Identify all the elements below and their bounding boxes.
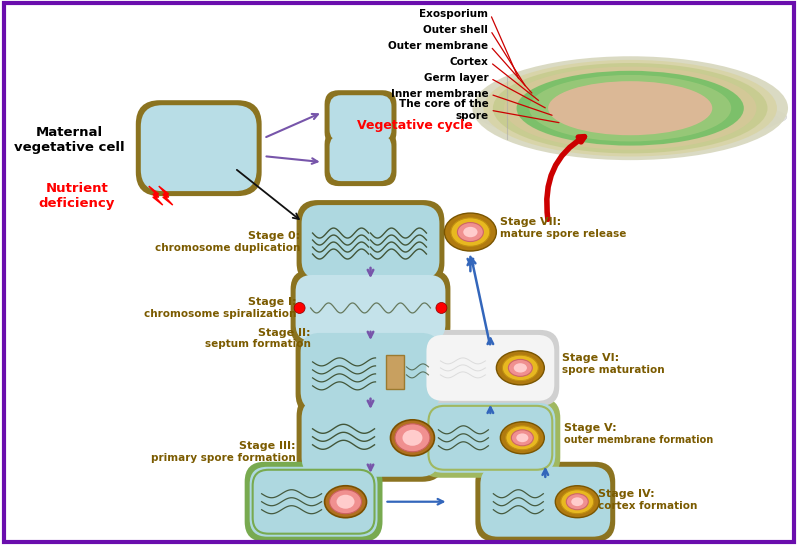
Text: Inner membrane: Inner membrane [391, 89, 489, 99]
Ellipse shape [516, 71, 744, 146]
FancyBboxPatch shape [296, 200, 445, 284]
Ellipse shape [502, 355, 538, 380]
Ellipse shape [506, 426, 539, 450]
Text: primary spore formation: primary spore formation [151, 453, 296, 463]
Ellipse shape [451, 218, 490, 246]
FancyBboxPatch shape [324, 90, 396, 146]
Text: Exosporium: Exosporium [419, 9, 489, 19]
Ellipse shape [330, 490, 362, 514]
Text: Stage VI:: Stage VI: [562, 353, 619, 363]
FancyBboxPatch shape [426, 335, 554, 401]
Ellipse shape [484, 60, 777, 156]
FancyBboxPatch shape [253, 470, 375, 534]
FancyBboxPatch shape [330, 95, 391, 141]
Ellipse shape [484, 103, 780, 137]
FancyBboxPatch shape [300, 333, 441, 411]
Text: Stage I:: Stage I: [248, 297, 296, 307]
Ellipse shape [477, 99, 787, 135]
Text: Germ layer: Germ layer [424, 73, 489, 83]
Ellipse shape [402, 430, 422, 446]
Ellipse shape [391, 420, 434, 456]
FancyBboxPatch shape [324, 130, 396, 186]
Ellipse shape [508, 359, 532, 377]
FancyBboxPatch shape [429, 406, 552, 470]
Ellipse shape [493, 63, 768, 153]
Ellipse shape [567, 494, 588, 510]
Ellipse shape [504, 66, 756, 150]
Text: Stage IV:: Stage IV: [599, 489, 655, 499]
Ellipse shape [445, 213, 497, 251]
FancyBboxPatch shape [291, 270, 450, 346]
Ellipse shape [324, 486, 367, 518]
Polygon shape [149, 186, 163, 205]
Text: The core of the
spore: The core of the spore [398, 99, 489, 121]
Text: outer membrane formation: outer membrane formation [564, 435, 713, 445]
FancyBboxPatch shape [135, 100, 261, 196]
Ellipse shape [529, 75, 731, 142]
FancyBboxPatch shape [249, 467, 378, 537]
Polygon shape [159, 186, 173, 205]
Ellipse shape [497, 351, 544, 385]
Ellipse shape [436, 302, 447, 313]
FancyBboxPatch shape [301, 205, 439, 279]
Ellipse shape [294, 302, 305, 313]
Text: Outer shell: Outer shell [423, 25, 489, 35]
FancyBboxPatch shape [296, 328, 446, 416]
Text: chromosome spiralization: chromosome spiralization [144, 309, 296, 319]
Ellipse shape [501, 422, 544, 454]
Text: mature spore release: mature spore release [501, 229, 626, 239]
FancyBboxPatch shape [245, 462, 383, 542]
Ellipse shape [561, 490, 594, 514]
Text: Stage 0:: Stage 0: [249, 231, 300, 241]
Text: Outer membrane: Outer membrane [388, 41, 489, 51]
FancyBboxPatch shape [481, 467, 611, 537]
FancyBboxPatch shape [426, 403, 556, 473]
Ellipse shape [395, 424, 430, 452]
Text: Stage II:: Stage II: [258, 328, 311, 338]
Text: Stage VII:: Stage VII: [501, 217, 561, 227]
Ellipse shape [512, 430, 533, 446]
FancyBboxPatch shape [141, 105, 257, 191]
Text: Stage III:: Stage III: [239, 441, 296, 451]
Ellipse shape [516, 433, 528, 442]
Text: Nutrient
deficiency: Nutrient deficiency [39, 182, 115, 210]
Text: spore maturation: spore maturation [562, 365, 665, 375]
Ellipse shape [548, 81, 713, 135]
Ellipse shape [490, 107, 774, 140]
Text: Maternal
vegetative cell: Maternal vegetative cell [14, 126, 124, 154]
FancyBboxPatch shape [301, 399, 439, 477]
Ellipse shape [571, 498, 583, 506]
FancyBboxPatch shape [475, 462, 615, 542]
Ellipse shape [457, 222, 483, 241]
FancyBboxPatch shape [296, 275, 446, 341]
Text: Vegetative cycle: Vegetative cycle [356, 119, 473, 132]
Text: cortex formation: cortex formation [599, 501, 697, 511]
Ellipse shape [556, 486, 599, 518]
Ellipse shape [473, 56, 788, 160]
FancyBboxPatch shape [422, 330, 559, 406]
Text: Stage V:: Stage V: [564, 423, 617, 433]
FancyBboxPatch shape [296, 394, 445, 482]
FancyBboxPatch shape [421, 398, 560, 478]
Ellipse shape [463, 227, 477, 237]
FancyBboxPatch shape [387, 355, 404, 389]
Text: Cortex: Cortex [450, 57, 489, 67]
Ellipse shape [514, 363, 527, 373]
FancyBboxPatch shape [330, 135, 391, 181]
Text: chromosome duplication: chromosome duplication [155, 243, 300, 253]
Ellipse shape [336, 495, 355, 508]
Text: septum formation: septum formation [205, 339, 311, 349]
